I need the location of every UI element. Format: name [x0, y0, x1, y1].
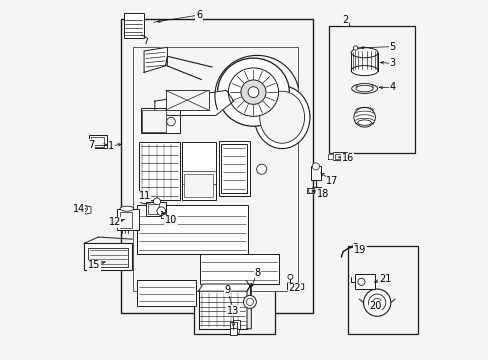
Bar [90, 137, 104, 147]
Ellipse shape [228, 68, 278, 116]
Polygon shape [306, 188, 314, 193]
Text: 20: 20 [368, 301, 381, 311]
Text: 9: 9 [224, 285, 230, 296]
Circle shape [142, 196, 146, 201]
Text: 3: 3 [388, 58, 394, 68]
Circle shape [153, 198, 160, 205]
Bar [230, 322, 236, 329]
Polygon shape [144, 47, 167, 72]
Text: 7: 7 [88, 140, 94, 150]
Text: 5: 5 [388, 42, 395, 51]
Bar [88, 135, 107, 148]
Circle shape [246, 298, 253, 306]
Ellipse shape [217, 58, 289, 126]
Bar [183, 174, 212, 197]
Text: 11: 11 [139, 191, 151, 201]
Ellipse shape [120, 206, 133, 211]
Circle shape [243, 296, 256, 309]
Text: 4: 4 [388, 82, 394, 93]
Ellipse shape [350, 48, 377, 58]
Bar [121, 19, 312, 313]
Bar [333, 152, 346, 160]
Text: 13: 13 [226, 306, 239, 316]
Text: 8: 8 [253, 267, 260, 278]
Bar [137, 205, 247, 253]
Bar [347, 246, 417, 334]
Text: 17: 17 [325, 176, 338, 186]
Bar [117, 209, 139, 230]
Circle shape [166, 117, 175, 126]
Bar [148, 204, 159, 214]
Circle shape [81, 206, 87, 212]
Ellipse shape [353, 107, 375, 127]
Bar [139, 142, 180, 200]
Ellipse shape [351, 84, 377, 93]
Bar [133, 47, 298, 291]
Ellipse shape [355, 84, 372, 90]
Bar [230, 328, 236, 335]
Bar [137, 280, 196, 306]
Circle shape [233, 328, 239, 334]
Circle shape [353, 46, 357, 50]
Text: 2: 2 [342, 15, 348, 26]
Bar [124, 13, 144, 39]
Text: 15: 15 [87, 260, 100, 270]
Text: 6: 6 [196, 10, 202, 20]
Polygon shape [246, 284, 251, 329]
Circle shape [368, 294, 385, 311]
Bar [120, 212, 132, 228]
Bar [219, 140, 249, 196]
Bar [88, 248, 128, 267]
Bar [354, 274, 374, 289]
Bar [140, 108, 180, 134]
Bar [165, 90, 208, 110]
Text: 18: 18 [316, 189, 328, 199]
Circle shape [352, 243, 358, 249]
Text: 14: 14 [73, 204, 85, 215]
Ellipse shape [355, 85, 372, 92]
Ellipse shape [259, 91, 304, 143]
Bar [310, 166, 320, 180]
Circle shape [372, 298, 381, 307]
Polygon shape [80, 204, 91, 214]
Circle shape [312, 163, 319, 170]
Bar [83, 243, 132, 270]
Circle shape [308, 188, 313, 193]
Circle shape [157, 207, 165, 216]
Bar [328, 26, 414, 153]
Bar [145, 202, 165, 216]
Text: 21: 21 [378, 274, 390, 284]
Bar [194, 250, 274, 334]
Text: 1: 1 [108, 141, 114, 151]
Text: 19: 19 [353, 245, 366, 255]
Ellipse shape [247, 87, 258, 98]
Ellipse shape [254, 86, 309, 149]
Text: 16: 16 [341, 153, 353, 163]
Ellipse shape [357, 120, 371, 125]
Ellipse shape [350, 66, 377, 76]
Polygon shape [161, 213, 166, 218]
Bar [233, 320, 240, 329]
Circle shape [357, 278, 364, 285]
Polygon shape [328, 154, 333, 159]
Text: 10: 10 [164, 215, 177, 225]
Circle shape [256, 164, 266, 174]
Bar [199, 253, 278, 284]
Polygon shape [155, 90, 233, 116]
Polygon shape [287, 283, 303, 289]
Text: 22: 22 [288, 283, 300, 293]
Ellipse shape [241, 80, 265, 104]
Circle shape [363, 289, 390, 316]
Bar [221, 144, 246, 193]
Polygon shape [198, 284, 251, 291]
Bar [182, 142, 215, 200]
Bar [335, 154, 341, 159]
Circle shape [287, 274, 292, 279]
Bar [142, 110, 165, 132]
Text: 12: 12 [108, 217, 121, 227]
Bar [198, 291, 246, 329]
Circle shape [139, 194, 149, 204]
